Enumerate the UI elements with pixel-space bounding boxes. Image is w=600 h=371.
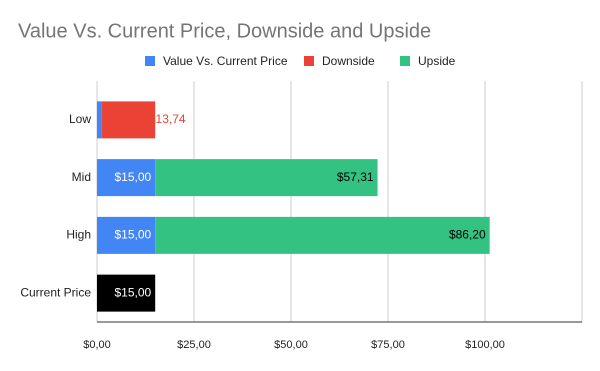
data-label: $15,00 <box>114 285 151 299</box>
legend-swatch <box>304 56 314 66</box>
bar-segment <box>155 216 490 254</box>
bar-segment <box>101 101 156 139</box>
bar-segment <box>97 216 156 254</box>
x-tick-label: $25,00 <box>177 339 211 351</box>
data-label: $15,00 <box>114 170 151 184</box>
legend-label: Upside <box>418 54 456 68</box>
x-tick-label: $75,00 <box>371 339 405 351</box>
data-label: $86,20 <box>449 228 486 242</box>
chart-title: Value Vs. Current Price, Downside and Up… <box>18 20 431 42</box>
data-label: $15,00 <box>114 228 151 242</box>
data-label: $13,74 <box>149 112 186 126</box>
bar-segment <box>97 274 156 312</box>
data-label: $57,31 <box>337 170 374 184</box>
bar-segment <box>97 101 102 139</box>
legend-swatch <box>145 56 155 66</box>
legend-label: Downside <box>322 54 375 68</box>
x-tick-label: $0,00 <box>83 339 111 351</box>
bar-segment <box>97 159 156 197</box>
x-tick-label: $50,00 <box>274 339 308 351</box>
bar-segment <box>155 159 378 197</box>
legend-swatch <box>400 56 410 66</box>
y-tick-label: Current Price <box>20 285 91 299</box>
y-tick-label: Mid <box>72 170 91 184</box>
x-tick-label: $100,00 <box>465 339 505 351</box>
y-tick-label: High <box>66 228 91 242</box>
legend-label: Value Vs. Current Price <box>163 54 288 68</box>
y-tick-label: Low <box>69 112 91 126</box>
